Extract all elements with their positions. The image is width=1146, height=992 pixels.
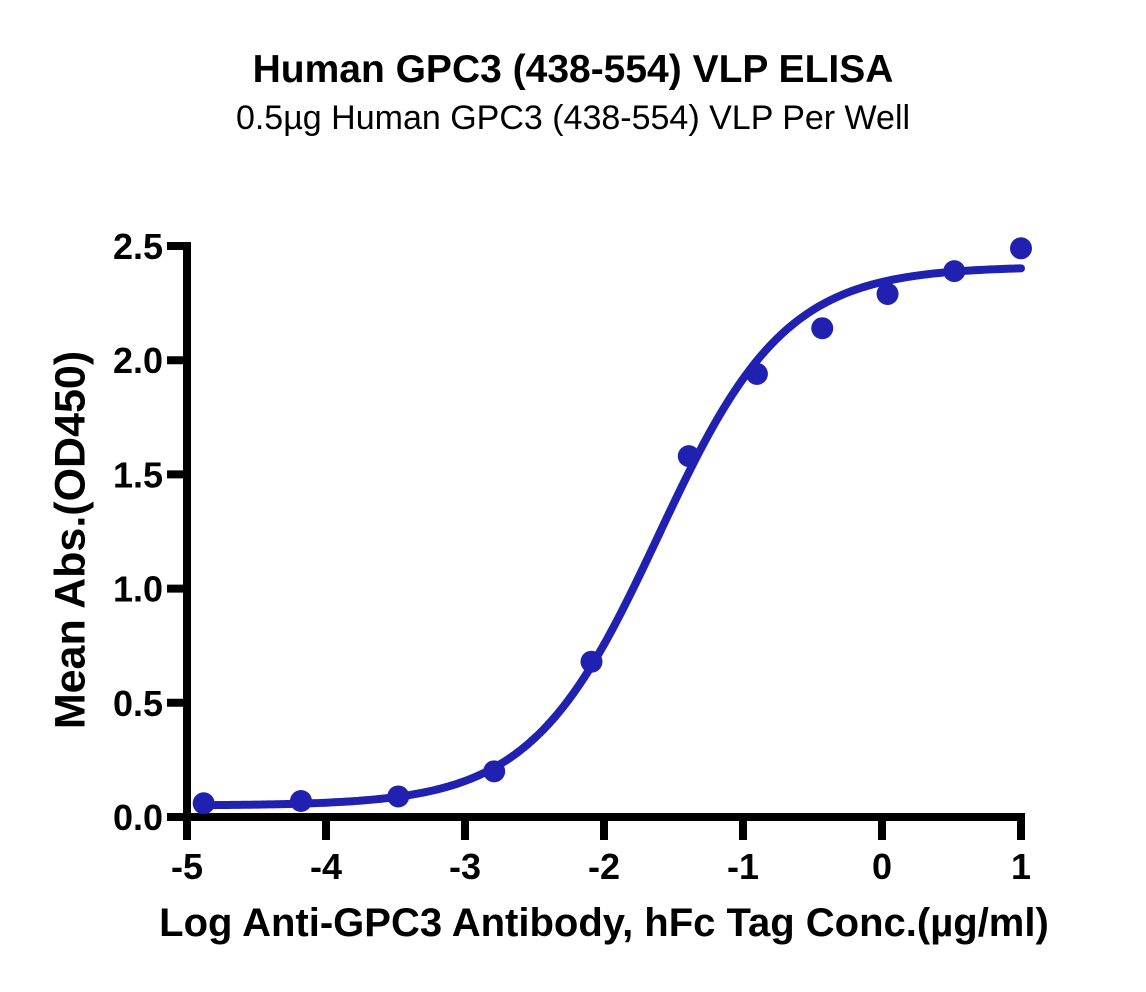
y-tick-label: 1.5 — [113, 454, 163, 495]
y-tick-label: 2.5 — [113, 226, 163, 267]
y-tick-label: 0.0 — [113, 797, 163, 838]
data-point — [580, 650, 603, 673]
chart-subtitle: 0.5µg Human GPC3 (438-554) VLP Per Well — [235, 99, 911, 137]
y-tick-label: 2.0 — [113, 340, 163, 381]
x-tick-label: 1 — [1011, 846, 1031, 887]
data-point — [876, 282, 899, 305]
data-point — [943, 260, 966, 283]
data-point — [483, 760, 506, 783]
data-point — [289, 790, 312, 813]
x-tick-label: -2 — [588, 846, 620, 887]
x-tick-label: -4 — [310, 846, 342, 887]
x-axis-label: Log Anti-GPC3 Antibody, hFc Tag Conc.(µg… — [159, 901, 1049, 945]
fit-curve — [199, 264, 1025, 810]
x-tick-label: 0 — [872, 846, 892, 887]
data-point — [192, 792, 215, 815]
data-point — [387, 785, 410, 808]
data-point — [677, 445, 700, 468]
x-tick-label: -3 — [449, 846, 481, 887]
y-tick-label: 0.5 — [113, 683, 163, 724]
x-tick-label: -1 — [727, 846, 759, 887]
data-point — [1010, 237, 1032, 260]
data-point — [811, 317, 834, 340]
x-tick-label: -5 — [171, 846, 203, 887]
y-tick-label: 1.0 — [113, 569, 163, 610]
data-point — [745, 362, 768, 385]
chart-title: Human GPC3 (438-554) VLP ELISA — [252, 48, 894, 91]
